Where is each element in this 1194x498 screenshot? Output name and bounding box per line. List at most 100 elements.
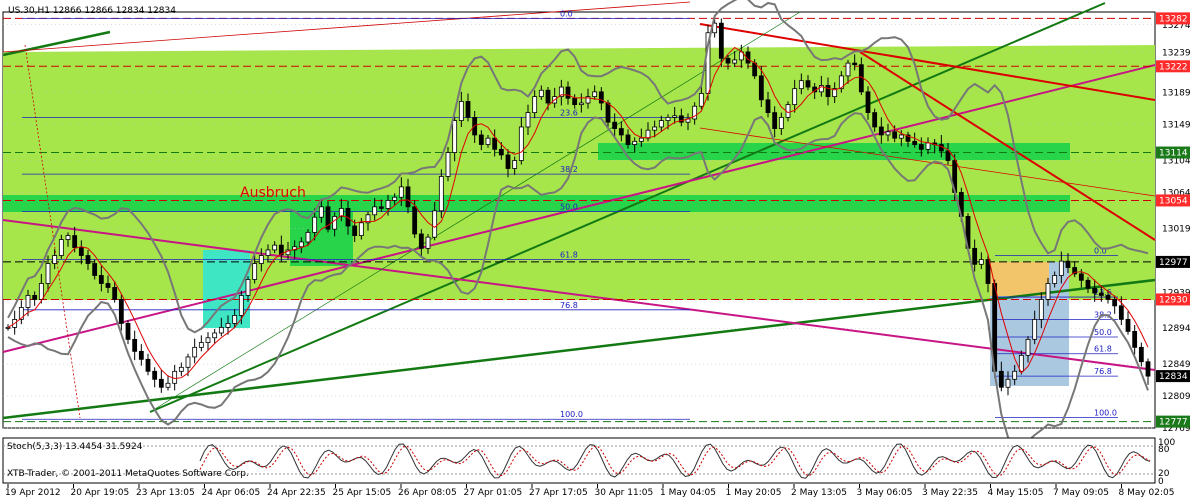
candle-body [1118, 305, 1124, 320]
fib-label: 50.0 [1094, 328, 1112, 337]
candle-body [938, 144, 944, 152]
candle-body [445, 152, 451, 177]
candle-body [525, 112, 531, 128]
candle-body [578, 102, 584, 106]
candle-body [1125, 319, 1131, 332]
candle-body [632, 140, 638, 145]
candle-body [878, 126, 884, 136]
y-tick-label: 13104 [1162, 157, 1191, 167]
price-tag-bg [1156, 12, 1190, 25]
candle-body [898, 134, 904, 139]
candle-body [905, 134, 911, 142]
candle-body [1018, 354, 1024, 372]
candle-body [945, 150, 951, 161]
x-tick-label: 23 Apr 13:05 [136, 488, 195, 498]
annotation-ausbruch: Ausbruch [240, 185, 306, 201]
candle-body [245, 279, 251, 296]
candle-body [845, 62, 851, 77]
candle-body [218, 326, 224, 334]
candle-body [698, 93, 704, 107]
y-tick-label: 12894 [1162, 324, 1191, 334]
x-tick-label: 24 Apr 22:35 [267, 488, 326, 498]
candle-body [198, 342, 204, 348]
stoch-level-80: 80 [1158, 445, 1170, 455]
candle-body [25, 295, 31, 308]
fib-label: 100.0 [560, 410, 583, 419]
price-tag-bg [1156, 60, 1190, 73]
trend-line [699, 23, 1156, 101]
trend-line [2, 64, 1156, 353]
candle-body [798, 80, 804, 90]
trend-line [699, 127, 1156, 197]
fib-label: 100.0 [1094, 409, 1117, 418]
fib-label: 61.8 [560, 251, 578, 260]
x-tick-label: 4 May 15:05 [988, 488, 1044, 498]
candle-body [158, 378, 164, 388]
candle-body [258, 255, 264, 264]
candle-body [545, 89, 551, 104]
candle-body [1145, 361, 1151, 377]
candle-body [758, 75, 764, 101]
candle-body [98, 275, 104, 284]
candle-body [838, 75, 844, 90]
candle-body [1072, 267, 1078, 275]
candle-body [1012, 370, 1018, 380]
candle-body [392, 196, 398, 201]
candle-body [85, 255, 91, 264]
stoch-level-0: 0 [1158, 477, 1164, 487]
candle-body [1132, 330, 1138, 348]
candle-body [1032, 319, 1038, 340]
price-series [5, 0, 1151, 448]
stoch-signal-line [199, 445, 1151, 477]
candle-body [672, 115, 678, 118]
fib-label: 23.6 [1094, 288, 1112, 297]
y-tick-label: 13064 [1162, 188, 1191, 198]
candle-body [498, 148, 504, 156]
bollinger-upper [7, 0, 1149, 334]
candle-body [372, 206, 378, 216]
candle-body [772, 112, 778, 129]
candle-body [778, 116, 784, 129]
candle-body [538, 89, 544, 98]
candle-body [32, 295, 38, 300]
candle-body [918, 144, 924, 150]
candle-body [325, 206, 331, 230]
candle-body [438, 176, 444, 212]
candle-body [585, 96, 591, 104]
candle-body [252, 263, 258, 280]
trend-line [2, 1, 691, 53]
candle-body [818, 85, 824, 93]
price-tag: 13054 [1159, 196, 1188, 206]
candle-body [985, 259, 991, 284]
x-tick-label: 25 Apr 15:05 [333, 488, 392, 498]
candle-body [572, 97, 578, 106]
stoch-level-20: 20 [1158, 469, 1170, 479]
candle-body [1038, 299, 1044, 320]
x-tick-label: 30 Apr 11:05 [595, 488, 654, 498]
candle-body [565, 86, 571, 99]
fib-label: 76.8 [560, 301, 578, 310]
price-tag: 12977 [1159, 258, 1188, 268]
trend-line [2, 278, 1156, 420]
y-tick-label: 13019 [1162, 224, 1191, 234]
candle-body [492, 137, 498, 150]
fib-label: 76.8 [1094, 367, 1112, 376]
candle-body [412, 206, 418, 235]
y-tick-label: 13274 [1162, 21, 1191, 31]
candle-body [212, 332, 218, 339]
x-tick-label: 1 May 04:05 [660, 488, 716, 498]
stoch-label: Stoch(5,3,3) 13.4454 31.5924 [7, 442, 143, 452]
candle-body [465, 101, 471, 118]
candle-body [58, 239, 64, 256]
candle-body [312, 216, 318, 233]
candle-body [978, 259, 984, 265]
moving-average [7, 46, 1149, 380]
candle-body [518, 126, 524, 161]
candle-body [65, 235, 71, 240]
candle-body [658, 120, 664, 128]
x-tick-label: 8 May 02:05 [1119, 488, 1175, 498]
trend-line [149, 2, 1106, 413]
candle-body [72, 235, 78, 248]
price-tag: 13114 [1159, 149, 1188, 159]
